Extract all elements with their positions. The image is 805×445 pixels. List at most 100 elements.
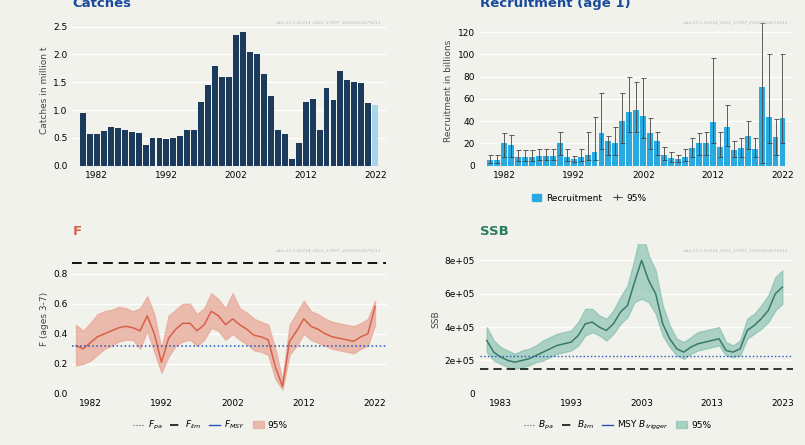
Bar: [150, 138, 155, 166]
Bar: [661, 154, 667, 166]
Bar: [487, 160, 493, 166]
Bar: [557, 143, 563, 166]
Bar: [501, 143, 507, 166]
Text: Recruitment (age 1): Recruitment (age 1): [480, 0, 630, 10]
Bar: [192, 129, 197, 166]
Bar: [184, 129, 190, 166]
Bar: [494, 160, 500, 166]
Bar: [129, 132, 134, 166]
Bar: [752, 149, 758, 166]
Bar: [108, 127, 114, 166]
Bar: [254, 54, 260, 166]
Bar: [213, 65, 218, 166]
Bar: [226, 77, 232, 166]
Bar: [536, 156, 542, 166]
Bar: [766, 117, 771, 166]
Bar: [640, 116, 646, 166]
Bar: [696, 143, 702, 166]
Bar: [571, 159, 576, 166]
Bar: [275, 129, 281, 166]
Bar: [261, 74, 266, 166]
Bar: [773, 137, 778, 166]
Bar: [508, 145, 514, 166]
Bar: [352, 82, 357, 166]
Text: whb.27.1-91214_2022_17997_20220414175213: whb.27.1-91214_2022_17997_20220414175213: [683, 248, 788, 252]
Bar: [605, 141, 612, 166]
Bar: [122, 129, 128, 166]
Y-axis label: SSB: SSB: [431, 310, 440, 328]
Legend: $B_{pa}$, $B_{lim}$, MSY $B_{trigger}$, 95%: $B_{pa}$, $B_{lim}$, MSY $B_{trigger}$, …: [520, 415, 715, 436]
Bar: [758, 87, 765, 166]
Text: whb.27.1-91214_2022_17997_20220414175213: whb.27.1-91214_2022_17997_20220414175213: [275, 248, 381, 252]
Bar: [564, 157, 570, 166]
Bar: [592, 152, 597, 166]
Bar: [675, 159, 681, 166]
Bar: [737, 148, 744, 166]
Bar: [331, 100, 336, 166]
Bar: [135, 134, 142, 166]
Bar: [101, 131, 107, 166]
Bar: [731, 150, 737, 166]
Bar: [779, 118, 786, 166]
Bar: [171, 138, 176, 166]
Bar: [337, 71, 344, 166]
Bar: [613, 143, 618, 166]
Bar: [310, 99, 316, 166]
Bar: [358, 83, 365, 166]
Y-axis label: Catches in million t: Catches in million t: [40, 47, 49, 134]
Bar: [584, 154, 591, 166]
Bar: [324, 88, 329, 166]
Bar: [282, 134, 287, 166]
Bar: [289, 159, 295, 166]
Bar: [654, 141, 660, 166]
Bar: [205, 85, 211, 166]
Bar: [745, 136, 750, 166]
Bar: [578, 157, 584, 166]
Bar: [529, 157, 535, 166]
Text: Catches: Catches: [72, 0, 131, 10]
Bar: [543, 156, 549, 166]
Y-axis label: Recruitment in billions: Recruitment in billions: [444, 40, 453, 142]
Legend: Recruitment, 95%: Recruitment, 95%: [529, 190, 650, 206]
Legend: $F_{pa}$, $F_{lim}$, $F_{MSY}$, 95%: $F_{pa}$, $F_{lim}$, $F_{MSY}$, 95%: [130, 415, 291, 436]
Bar: [365, 103, 371, 166]
Bar: [550, 156, 555, 166]
Text: SSB: SSB: [480, 225, 509, 239]
Bar: [247, 52, 253, 166]
Bar: [177, 136, 184, 166]
Bar: [689, 148, 695, 166]
Bar: [599, 134, 605, 166]
Bar: [115, 129, 121, 166]
Bar: [87, 134, 93, 166]
Bar: [94, 134, 100, 166]
Bar: [668, 158, 674, 166]
Bar: [372, 105, 378, 166]
Bar: [219, 77, 225, 166]
Bar: [515, 157, 521, 166]
Bar: [240, 32, 246, 166]
Bar: [634, 110, 639, 166]
Bar: [142, 145, 148, 166]
Text: whb.27.1-91214_2022_17997_20220414175213: whb.27.1-91214_2022_17997_20220414175213: [275, 20, 381, 24]
Text: F: F: [72, 225, 81, 239]
Bar: [303, 102, 308, 166]
Bar: [682, 157, 688, 166]
Bar: [724, 127, 730, 166]
Bar: [710, 122, 716, 166]
Bar: [703, 143, 709, 166]
Bar: [522, 157, 528, 166]
Bar: [268, 96, 274, 166]
Bar: [316, 129, 323, 166]
Bar: [345, 80, 350, 166]
Bar: [626, 112, 632, 166]
Bar: [647, 134, 653, 166]
Bar: [156, 138, 163, 166]
Bar: [717, 147, 723, 166]
Bar: [198, 102, 204, 166]
Bar: [80, 113, 86, 166]
Bar: [619, 121, 625, 166]
Bar: [295, 143, 302, 166]
Text: whb.27.1-91214_2022_17997_20220414175213: whb.27.1-91214_2022_17997_20220414175213: [683, 20, 788, 24]
Y-axis label: F (ages 3-7): F (ages 3-7): [40, 292, 49, 346]
Bar: [233, 35, 239, 166]
